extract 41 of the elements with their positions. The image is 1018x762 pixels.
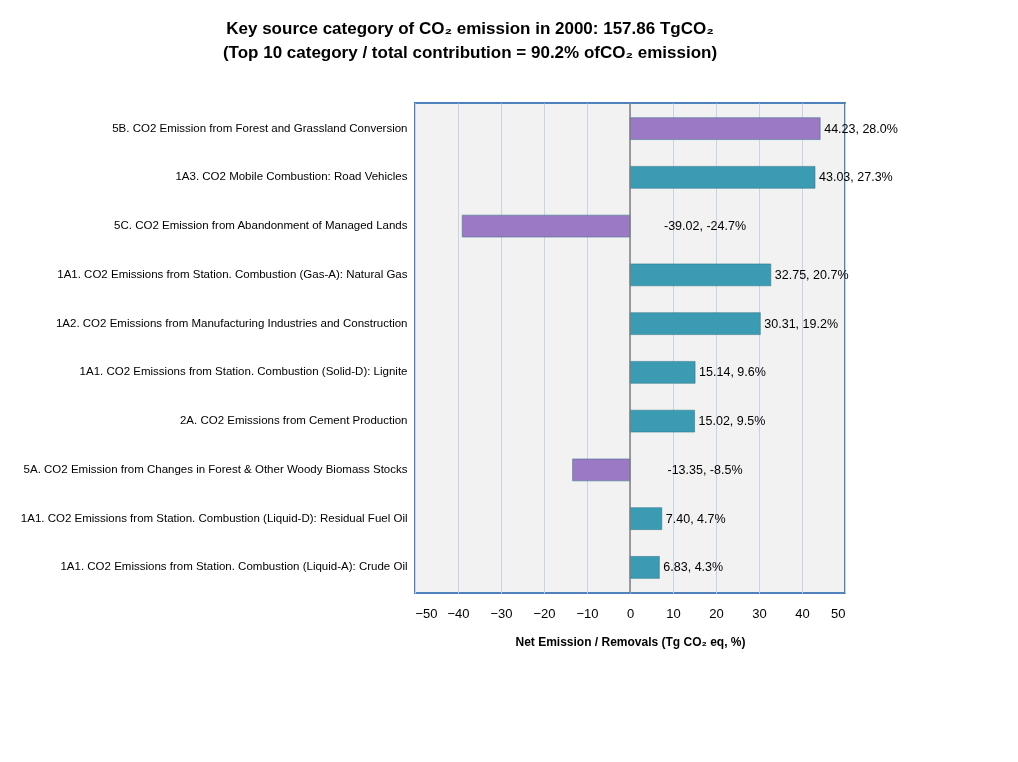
x-tick-label: 40 xyxy=(795,605,810,621)
x-axis-title: Net Emission / Removals (Tg CO₂ eq, %) xyxy=(515,634,746,649)
y-tick-label: 1A1. CO2 Emissions from Station. Combustion (Liquid-A): Crude Oil xyxy=(60,560,408,573)
data-label: -39.02, -24.7% xyxy=(664,219,746,234)
data-label: 15.14, 9.6% xyxy=(699,365,766,380)
bar xyxy=(629,507,663,530)
x-tick-label: 0 xyxy=(626,605,635,621)
bar xyxy=(629,166,816,189)
bar xyxy=(629,409,695,433)
y-tick-label: 2A. CO2 Emissions from Cement Production xyxy=(179,414,408,427)
x-tick-label: 20 xyxy=(709,605,724,621)
bar xyxy=(629,312,761,335)
x-tick-label: 30 xyxy=(752,605,767,621)
bar xyxy=(629,117,821,140)
data-label: 30.31, 19.2% xyxy=(764,316,838,331)
bar xyxy=(629,263,772,287)
y-tick-label: 5A. CO2 Emission from Changes in Forest & Other Woody Biomass Stocks xyxy=(23,462,408,475)
bar xyxy=(629,361,696,384)
y-tick-label: 1A3. CO2 Mobile Combustion: Road Vehicles xyxy=(175,170,408,183)
x-tick-label: 50 xyxy=(831,605,846,621)
y-tick-label: 1A1. CO2 Emissions from Station. Combustion (Liquid-D): Residual Fuel Oil xyxy=(20,511,408,524)
data-label: 6.83, 4.3% xyxy=(663,560,724,575)
x-tick-label: −40 xyxy=(447,605,470,621)
text: Key source category of CO₂ emission in 2000: 157.86 TgCO₂ xyxy=(226,19,714,39)
x-tick-label: −20 xyxy=(533,605,556,621)
y-tick-label: 5B. CO2 Emission from Forest and Grassland Conversion xyxy=(112,121,408,134)
y-tick-label: 1A2. CO2 Emissions from Manufacturing Industries and Construction xyxy=(55,316,408,329)
x-tick-label: −30 xyxy=(490,605,513,621)
y-tick-label: 5C. CO2 Emission from Abandonment of Managed Lands xyxy=(114,219,408,232)
data-label: 15.02, 9.5% xyxy=(698,414,766,429)
text: (Top 10 category / total contribution = 90.2% ofCO₂ emission) xyxy=(222,43,718,63)
bar xyxy=(629,556,660,579)
bar xyxy=(572,458,631,482)
y-tick-label: 1A1. CO2 Emissions from Station. Combustion (Solid-D): Lignite xyxy=(79,365,408,378)
data-label: 7.40, 4.7% xyxy=(665,511,726,526)
x-tick-label: −10 xyxy=(576,605,599,621)
data-label: -13.35, -8.5% xyxy=(667,462,743,477)
x-tick-label: 10 xyxy=(666,605,681,621)
y-tick-label: 1A1. CO2 Emissions from Station. Combustion (Gas-A): Natural Gas xyxy=(57,267,408,280)
bar xyxy=(461,214,631,238)
x-tick-label: −50 xyxy=(415,605,438,621)
